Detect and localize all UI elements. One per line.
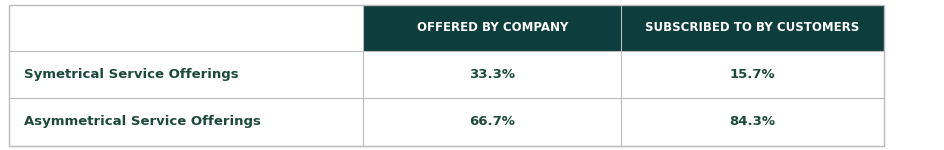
- Bar: [9, 51, 883, 98]
- Text: 66.7%: 66.7%: [469, 115, 514, 128]
- Text: Symetrical Service Offerings: Symetrical Service Offerings: [24, 68, 238, 81]
- Bar: [363, 4, 620, 51]
- Text: OFFERED BY COMPANY: OFFERED BY COMPANY: [416, 21, 567, 34]
- Bar: [9, 98, 883, 146]
- Text: SUBSCRIBED TO BY CUSTOMERS: SUBSCRIBED TO BY CUSTOMERS: [645, 21, 859, 34]
- Bar: [620, 4, 883, 51]
- Text: 33.3%: 33.3%: [469, 68, 514, 81]
- Bar: [9, 4, 363, 51]
- Text: Asymmetrical Service Offerings: Asymmetrical Service Offerings: [24, 115, 261, 128]
- Text: 15.7%: 15.7%: [729, 68, 774, 81]
- Text: 84.3%: 84.3%: [729, 115, 775, 128]
